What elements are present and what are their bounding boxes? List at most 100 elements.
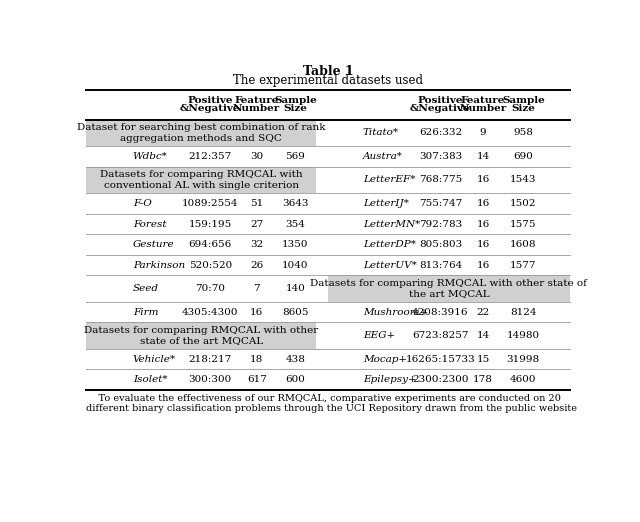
Text: different binary classification problems through the UCI Repository drawn from t: different binary classification problems… [86,404,577,413]
Bar [86,167,316,193]
Text: &Negative: &Negative [410,104,470,113]
Text: 70:70: 70:70 [195,284,225,293]
Text: 792:783: 792:783 [419,220,462,229]
Text: 7: 7 [253,284,260,293]
Text: Positive: Positive [418,96,463,105]
Text: 1502: 1502 [510,199,536,208]
Text: Datasets for comparing RMQCAL with
conventional AL with single criterion: Datasets for comparing RMQCAL with conve… [100,170,303,189]
Bar [328,275,570,302]
Text: 51: 51 [250,199,263,208]
Text: Size: Size [284,104,307,113]
Text: LetterUV*: LetterUV* [363,260,417,269]
Text: 1543: 1543 [510,175,536,184]
Text: 520:520: 520:520 [189,260,232,269]
Text: Wdbc*: Wdbc* [132,152,168,161]
Text: Dataset for searching best combination of rank
aggregation methods and SQC: Dataset for searching best combination o… [77,123,326,143]
Text: Number: Number [233,104,280,113]
Text: Forest: Forest [132,220,166,229]
Text: 1577: 1577 [510,260,536,269]
Text: 2300:2300: 2300:2300 [412,375,468,384]
Text: 159:195: 159:195 [189,220,232,229]
Text: 4208:3916: 4208:3916 [412,307,468,316]
Text: 9: 9 [480,128,486,137]
Text: 8605: 8605 [282,307,308,316]
Text: 30: 30 [250,152,263,161]
Text: 16: 16 [476,175,490,184]
Text: 14: 14 [476,331,490,340]
Text: 300:300: 300:300 [189,375,232,384]
Text: Sample: Sample [274,96,317,105]
Text: Mocap+: Mocap+ [363,354,407,364]
Text: Seed: Seed [132,284,159,293]
Text: LetterDP*: LetterDP* [363,240,416,249]
Text: Isolet*: Isolet* [132,375,167,384]
Text: To evaluate the effectiveness of our RMQCAL, comparative experiments are conduct: To evaluate the effectiveness of our RMQ… [86,394,561,403]
Text: 16: 16 [476,240,490,249]
Text: 16: 16 [476,199,490,208]
Text: 569: 569 [285,152,305,161]
Text: LetterEF*: LetterEF* [363,175,415,184]
Text: Datasets for comparing RMQCAL with other state of
the art MQCAL: Datasets for comparing RMQCAL with other… [310,279,588,298]
Text: 958: 958 [513,128,533,137]
Text: Number: Number [460,104,507,113]
Text: Epilepsy+: Epilepsy+ [363,375,417,384]
Text: Vehicle*: Vehicle* [132,354,176,364]
Text: 768:775: 768:775 [419,175,462,184]
Text: 1040: 1040 [282,260,308,269]
Text: 600: 600 [285,375,305,384]
Text: 27: 27 [250,220,263,229]
Text: Gesture: Gesture [132,240,174,249]
Text: 16: 16 [250,307,263,316]
Text: 32: 32 [250,240,263,249]
Text: Mushroom+: Mushroom+ [363,307,428,316]
Text: 1608: 1608 [510,240,536,249]
Text: 626:332: 626:332 [419,128,462,137]
Text: 22: 22 [476,307,490,316]
Text: 31998: 31998 [507,354,540,364]
Text: 18: 18 [250,354,263,364]
Text: Size: Size [511,104,535,113]
Text: F-O: F-O [132,199,152,208]
Text: 14980: 14980 [507,331,540,340]
Text: LetterMN*: LetterMN* [363,220,420,229]
Text: 15: 15 [476,354,490,364]
Text: Firm: Firm [132,307,158,316]
Text: 16265:15733: 16265:15733 [406,354,476,364]
Text: 813:764: 813:764 [419,260,462,269]
Text: 26: 26 [250,260,263,269]
Text: 307:383: 307:383 [419,152,462,161]
Text: 438: 438 [285,354,305,364]
Text: Sample: Sample [502,96,545,105]
Text: 755:747: 755:747 [419,199,462,208]
Text: 212:357: 212:357 [189,152,232,161]
Text: Table 1: Table 1 [303,65,353,78]
Text: 354: 354 [285,220,305,229]
Text: EEG+: EEG+ [363,331,395,340]
Text: Positive: Positive [188,96,233,105]
Text: Austra*: Austra* [363,152,403,161]
Text: LetterIJ*: LetterIJ* [363,199,409,208]
Text: 6723:8257: 6723:8257 [412,331,468,340]
Text: 178: 178 [473,375,493,384]
Text: 14: 14 [476,152,490,161]
Text: Datasets for comparing RMQCAL with other
state of the art MQCAL: Datasets for comparing RMQCAL with other… [84,326,319,346]
Text: The experimental datasets used: The experimental datasets used [233,74,423,87]
Bar [86,120,316,146]
Text: 690: 690 [513,152,533,161]
Text: 805:803: 805:803 [419,240,462,249]
Text: 218:217: 218:217 [189,354,232,364]
Text: 694:656: 694:656 [189,240,232,249]
Text: 8124: 8124 [510,307,536,316]
Text: Feature: Feature [234,96,279,105]
Text: 4600: 4600 [510,375,536,384]
Text: 1575: 1575 [510,220,536,229]
Text: 16: 16 [476,260,490,269]
Text: Feature: Feature [461,96,505,105]
Text: 1350: 1350 [282,240,308,249]
Text: Titato*: Titato* [363,128,399,137]
Text: 1089:2554: 1089:2554 [182,199,239,208]
Text: 140: 140 [285,284,305,293]
Text: Parkinson: Parkinson [132,260,185,269]
Text: &Negative: &Negative [180,104,241,113]
Text: 3643: 3643 [282,199,308,208]
